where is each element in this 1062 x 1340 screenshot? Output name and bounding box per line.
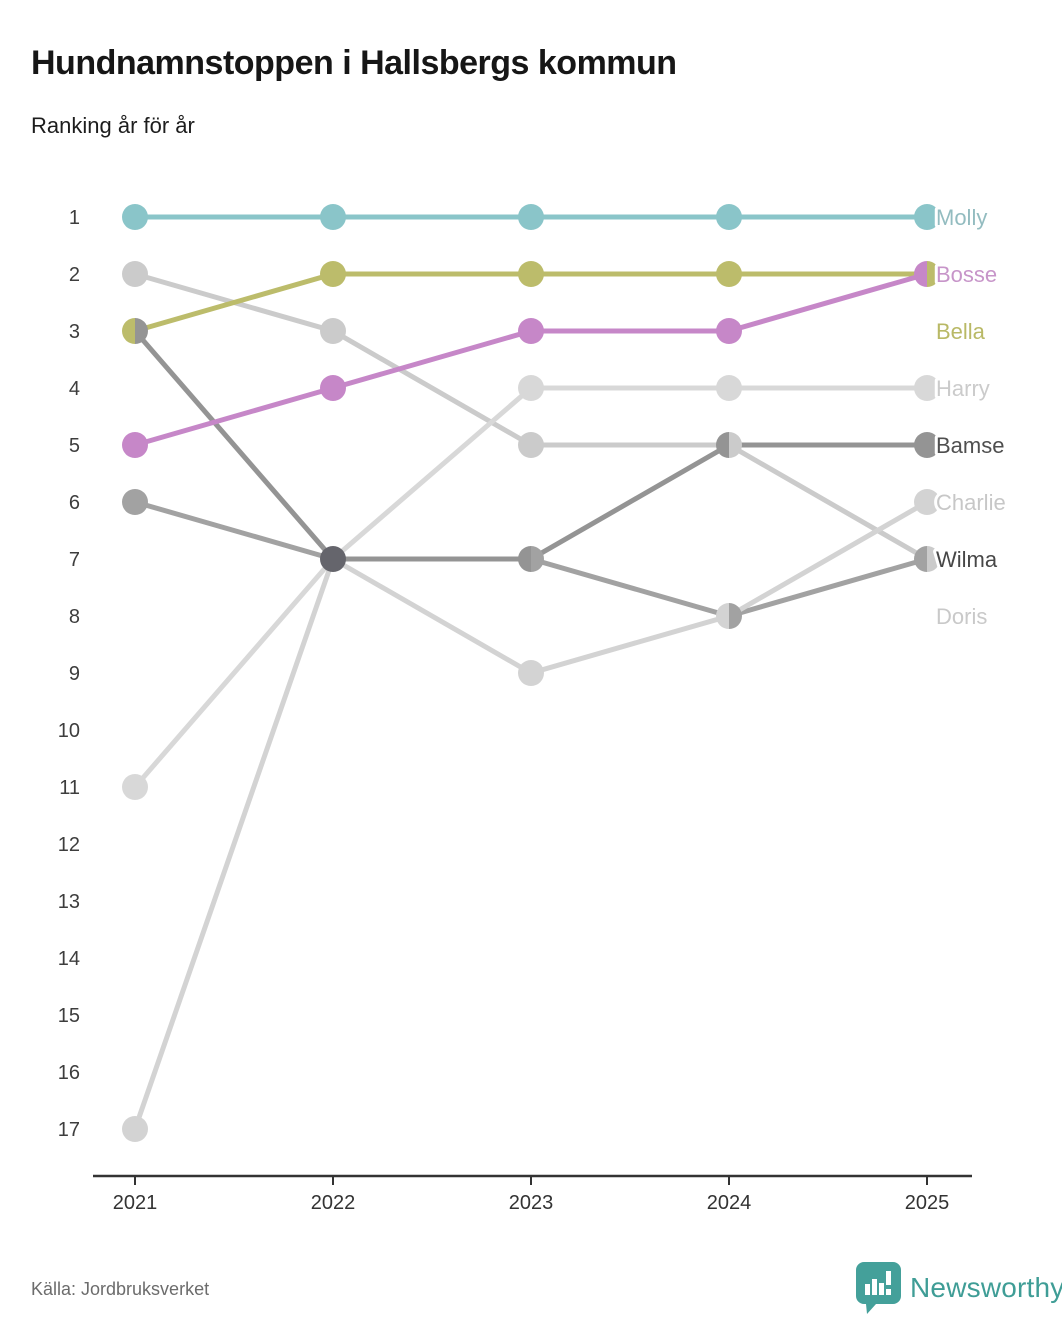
dot-charlie — [914, 489, 940, 515]
dot-half-doris — [729, 432, 742, 458]
dot-harry — [518, 375, 544, 401]
dot-molly — [320, 204, 346, 230]
rank-tick-label: 3 — [69, 321, 80, 343]
year-tick-label: 2025 — [905, 1192, 950, 1214]
rank-tick-label: 10 — [58, 720, 80, 742]
dot-bella — [716, 261, 742, 287]
year-tick-label: 2023 — [509, 1192, 554, 1214]
series-line-doris — [134, 271, 929, 562]
rank-tick-label: 16 — [58, 1062, 80, 1084]
dot-half-bamse — [716, 432, 729, 458]
dot-charlie — [518, 660, 544, 686]
dot-harry — [716, 375, 742, 401]
dot-bosse — [320, 375, 346, 401]
rank-tick-label: 9 — [69, 663, 80, 685]
page-title: Hundnamnstoppen i Hallsbergs kommun — [31, 44, 677, 82]
dot-molly — [518, 204, 544, 230]
dot-half-bamse — [518, 546, 531, 572]
year-tick-label: 2024 — [707, 1192, 752, 1214]
series-label-molly: Molly — [936, 205, 987, 230]
year-tick-label: 2022 — [311, 1192, 356, 1214]
newsworthy-logo-icon — [856, 1262, 901, 1314]
dot-bella — [518, 261, 544, 287]
dot-half-wilma — [914, 546, 927, 572]
source-note: Källa: Jordbruksverket — [31, 1279, 210, 1299]
dot-harry — [122, 774, 148, 800]
year-tick-label: 2021 — [113, 1192, 158, 1214]
dot-bosse — [716, 318, 742, 344]
dot-half-wilma — [531, 546, 544, 572]
dot-half-bella — [122, 318, 135, 344]
series-label-bella: Bella — [936, 319, 986, 344]
dot-half-doris — [927, 546, 940, 572]
rank-tick-label: 1 — [69, 207, 80, 229]
series-label-bamse: Bamse — [936, 433, 1004, 458]
series-label-wilma: Wilma — [936, 547, 998, 572]
dot-harry — [914, 375, 940, 401]
series-label-bosse: Bosse — [936, 262, 997, 287]
rank-tick-label: 6 — [69, 492, 80, 514]
dot-doris — [320, 318, 346, 344]
rank-tick-label: 14 — [58, 948, 80, 970]
rank-tick-label: 13 — [58, 891, 80, 913]
dot-bosse — [122, 432, 148, 458]
series-line-charlie — [132, 499, 929, 1130]
rank-tick-label: 7 — [69, 549, 80, 571]
dot-bamse — [914, 432, 940, 458]
rank-tick-label: 11 — [59, 777, 80, 799]
speech-bubble-shape — [856, 1262, 901, 1314]
dot-molly — [716, 204, 742, 230]
rank-tick-label: 12 — [58, 834, 80, 856]
newsworthy-logo-text: Newsworthy — [910, 1272, 1062, 1303]
series-label-charlie: Charlie — [936, 490, 1006, 515]
dot-bella — [320, 261, 346, 287]
page-subtitle: Ranking år för år — [31, 113, 195, 138]
series-label-harry: Harry — [936, 376, 990, 401]
dot-molly — [914, 204, 940, 230]
dot-wilma — [122, 489, 148, 515]
rank-tick-label: 17 — [58, 1119, 80, 1141]
dot-doris — [122, 261, 148, 287]
dot-overlap-cluster — [320, 546, 346, 572]
dot-half-bamse — [135, 318, 148, 344]
dot-doris — [518, 432, 544, 458]
rank-tick-label: 5 — [69, 435, 80, 457]
dot-half-bosse — [914, 261, 927, 287]
dot-half-bella — [927, 261, 940, 287]
dot-bosse — [518, 318, 544, 344]
rank-tick-label: 2 — [69, 264, 80, 286]
newsworthy-logo: Newsworthy — [856, 1262, 1062, 1314]
dot-charlie — [122, 1116, 148, 1142]
series-line-bosse — [134, 271, 928, 448]
rank-tick-label: 4 — [69, 378, 80, 400]
rank-tick-label: 8 — [69, 606, 80, 628]
dot-molly — [122, 204, 148, 230]
rank-tick-label: 15 — [58, 1005, 80, 1027]
series-label-doris: Doris — [936, 604, 987, 629]
dot-half-wilma — [729, 603, 742, 629]
dot-half-charlie — [716, 603, 729, 629]
